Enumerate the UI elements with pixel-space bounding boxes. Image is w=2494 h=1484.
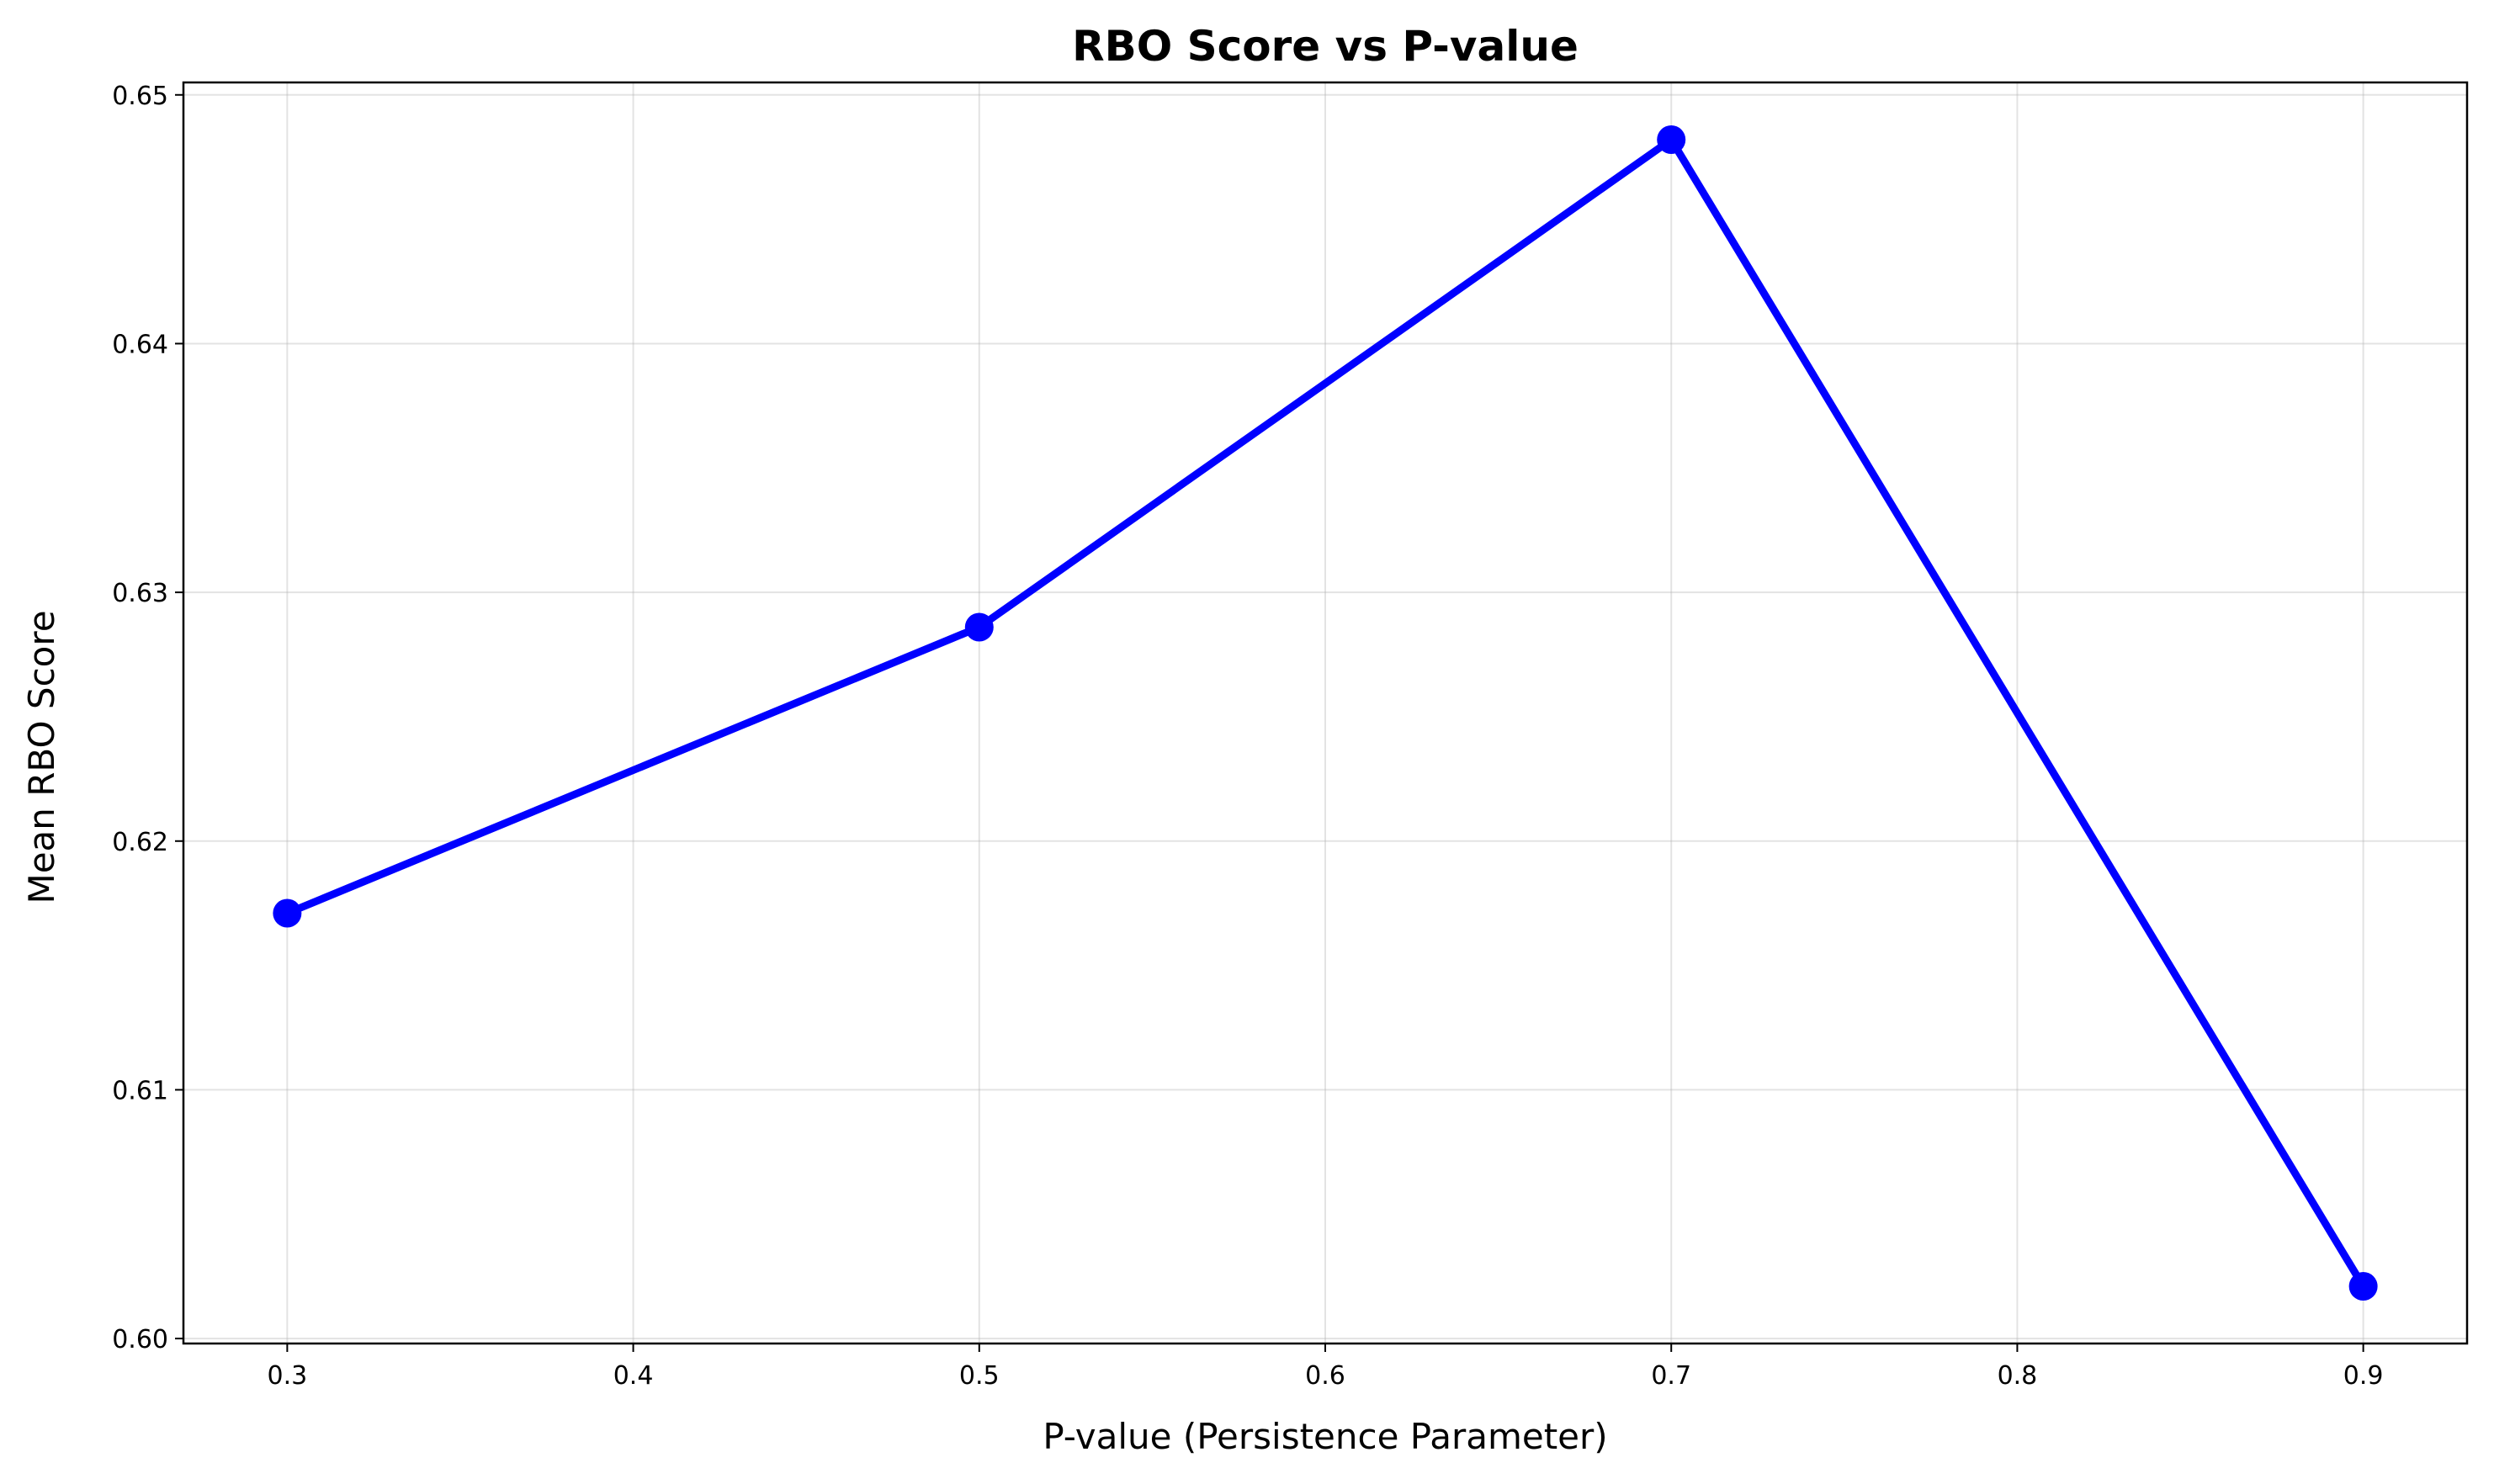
x-axis-label: P-value (Persistence Parameter) xyxy=(1043,1416,1607,1457)
series-layer xyxy=(273,125,2378,1301)
y-tick-label: 0.61 xyxy=(112,1076,168,1105)
y-tick-label: 0.64 xyxy=(112,330,168,359)
x-tick-label: 0.3 xyxy=(268,1361,308,1391)
y-tick-label: 0.62 xyxy=(112,828,168,857)
data-point xyxy=(1657,125,1686,155)
chart-title: RBO Score vs P-value xyxy=(1072,22,1579,71)
series-line xyxy=(283,135,2368,1291)
y-axis-label: Mean RBO Score xyxy=(21,610,62,904)
x-tick-label: 0.5 xyxy=(959,1361,1000,1391)
x-tick-label: 0.8 xyxy=(1998,1361,2038,1391)
y-tick-label: 0.65 xyxy=(112,82,168,111)
grid xyxy=(183,82,2467,1344)
x-tick-label: 0.7 xyxy=(1651,1361,1691,1391)
x-tick-label: 0.6 xyxy=(1305,1361,1345,1391)
y-axis: 0.60 0.61 0.62 0.63 0.64 0.65 xyxy=(112,82,183,1354)
y-tick-label: 0.60 xyxy=(112,1325,168,1354)
x-tick-label: 0.9 xyxy=(2343,1361,2384,1391)
x-axis: 0.3 0.4 0.5 0.6 0.7 0.8 0.9 xyxy=(268,1344,2384,1391)
y-tick-label: 0.63 xyxy=(112,579,168,608)
data-point xyxy=(964,612,994,642)
data-point xyxy=(2348,1271,2378,1301)
x-tick-label: 0.4 xyxy=(613,1361,654,1391)
data-point xyxy=(273,898,302,928)
